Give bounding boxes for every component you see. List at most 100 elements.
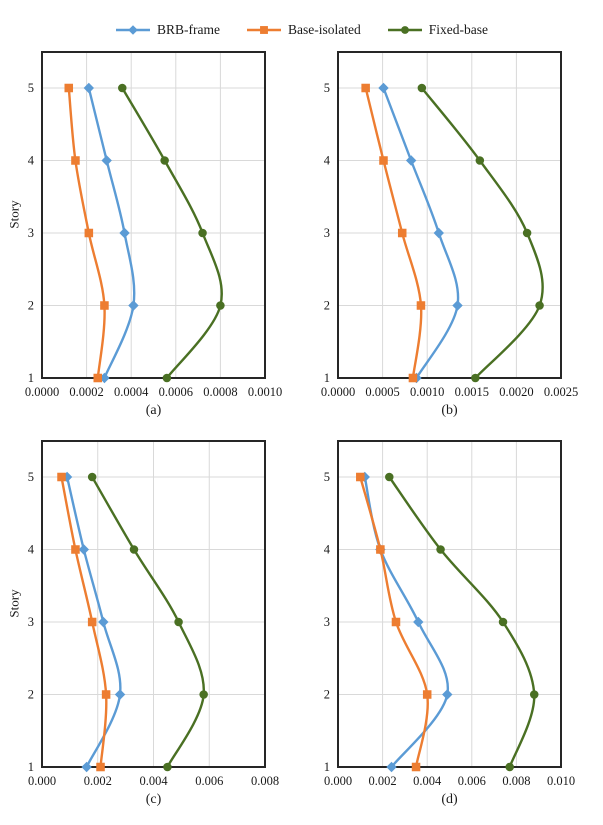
x-tick-label: 0.000 bbox=[28, 774, 56, 788]
chart-b-caption: (b) bbox=[441, 403, 458, 418]
data-point-square-icon bbox=[397, 228, 407, 238]
y-tick-label: 3 bbox=[28, 615, 34, 629]
data-point-square-icon bbox=[411, 762, 421, 772]
chart-b-plot: 0.0000 0.0005 0.0010 0.0015 0.0020 0.0025 1 2 3 4… bbox=[321, 51, 578, 399]
data-point-circle-icon bbox=[385, 472, 394, 482]
y-tick-label: 4 bbox=[324, 154, 331, 168]
legend-label: Fixed-base bbox=[428, 22, 488, 37]
x-tick-label: 0.006 bbox=[458, 774, 486, 788]
y-axis-title: Story bbox=[6, 589, 22, 618]
data-point-diamond-icon bbox=[81, 761, 92, 773]
data-point-square-icon bbox=[422, 690, 432, 699]
y-tick-label: 4 bbox=[28, 543, 35, 557]
data-point-square-icon bbox=[416, 301, 426, 310]
data-point-square-icon bbox=[93, 373, 103, 383]
data-point-square-icon bbox=[391, 617, 401, 627]
y-tick-label: 2 bbox=[28, 299, 34, 313]
legend-item-fixed-base: Fixed-base bbox=[387, 22, 488, 38]
chart-d-caption: (d) bbox=[441, 792, 458, 807]
y-tick-label: 1 bbox=[28, 760, 34, 774]
x-tick-label: 0.0000 bbox=[25, 385, 59, 399]
data-point-circle-icon bbox=[216, 301, 225, 310]
data-point-circle-icon bbox=[436, 545, 445, 554]
legend-item-brb-frame: BRB-frame bbox=[115, 22, 220, 38]
x-tick-label: 0.0004 bbox=[114, 385, 149, 399]
legend: BRB-frame Base-isolated Fixed-base bbox=[0, 0, 603, 38]
legend-item-base-isolated: Base-isolated bbox=[246, 22, 361, 38]
x-tick-label: 0.0002 bbox=[69, 385, 103, 399]
data-point-square-icon bbox=[64, 83, 74, 93]
data-point-square-icon bbox=[376, 545, 385, 554]
x-tick-label: 0.004 bbox=[139, 774, 168, 788]
x-tick-label: 0.000 bbox=[324, 774, 352, 788]
plot-border bbox=[337, 51, 562, 379]
data-point-square-icon bbox=[361, 83, 370, 93]
data-point-circle-icon bbox=[162, 373, 172, 383]
data-point-diamond-icon bbox=[78, 544, 90, 555]
data-point-diamond-icon bbox=[405, 155, 417, 166]
data-point-diamond-icon bbox=[98, 616, 109, 628]
legend-marker-circle-icon bbox=[387, 26, 422, 34]
plot-border bbox=[41, 51, 266, 379]
x-tick-label: 0.0000 bbox=[321, 385, 355, 399]
chart-d-plot: 0.000 0.002 0.004 0.006 0.008 0.010 1 2 3 4 5 bbox=[324, 440, 575, 788]
data-point-diamond-icon bbox=[359, 471, 370, 483]
data-point-diamond-icon bbox=[386, 761, 397, 773]
data-point-diamond-icon bbox=[413, 616, 424, 628]
chart-c-caption: (c) bbox=[145, 792, 162, 807]
data-point-diamond-icon bbox=[433, 227, 444, 239]
chart-c-plot: 0.000 0.002 0.004 0.006 0.008 1 2 3 4 5 bbox=[28, 440, 279, 788]
data-point-circle-icon bbox=[471, 373, 480, 383]
data-point-square-icon bbox=[356, 472, 365, 482]
data-point-circle-icon bbox=[129, 545, 139, 554]
y-tick-label: 3 bbox=[324, 615, 330, 629]
data-point-diamond-icon bbox=[61, 471, 73, 483]
chart-b: 0.0000 0.0005 0.0010 0.0015 0.0020 0.0025 1 2 3 4… bbox=[298, 40, 588, 419]
chart-a-plot: 0.0000 0.0002 0.0004 0.0006 0.0008 0.0010 1 2 3 4… bbox=[25, 51, 282, 399]
data-point-diamond-icon bbox=[99, 372, 110, 384]
chart-row-bottom: 0.000 0.002 0.004 0.006 0.008 1 2 3 4 5 Story (c)… bbox=[0, 429, 603, 808]
legend-marker-square-icon bbox=[247, 26, 282, 34]
data-point-diamond-icon bbox=[101, 155, 112, 166]
data-point-square-icon bbox=[71, 156, 80, 165]
data-point-circle-icon bbox=[160, 156, 169, 165]
y-tick-label: 2 bbox=[324, 299, 330, 313]
chart-a: 0.0000 0.0002 0.0004 0.0006 0.0008 0.0010 1 2 3 4… bbox=[2, 40, 292, 419]
x-tick-label: 0.0020 bbox=[499, 385, 533, 399]
data-point-square-icon bbox=[84, 228, 94, 238]
data-point-circle-icon bbox=[87, 472, 97, 482]
y-tick-label: 5 bbox=[28, 470, 34, 484]
x-tick-label: 0.010 bbox=[547, 774, 575, 788]
data-point-diamond-icon bbox=[452, 300, 463, 311]
data-point-circle-icon bbox=[498, 617, 508, 627]
legend-diamond-icon bbox=[128, 25, 138, 35]
legend-marker-diamond-icon bbox=[116, 25, 151, 35]
x-tick-label: 0.0010 bbox=[410, 385, 444, 399]
x-tick-label: 0.006 bbox=[195, 774, 223, 788]
data-point-square-icon bbox=[379, 156, 388, 165]
data-point-square-icon bbox=[101, 690, 111, 699]
y-tick-label: 1 bbox=[324, 371, 330, 385]
legend-square-icon bbox=[260, 26, 268, 34]
y-tick-label: 1 bbox=[324, 760, 330, 774]
data-point-diamond-icon bbox=[119, 227, 130, 239]
plot-border bbox=[41, 440, 266, 768]
y-tick-label: 2 bbox=[28, 688, 34, 702]
data-point-diamond-icon bbox=[128, 300, 139, 311]
chart-d: 0.000 0.002 0.004 0.006 0.008 0.010 1 2 3 4 5 (d) bbox=[298, 429, 588, 808]
chart-row-top: 0.0000 0.0002 0.0004 0.0006 0.0008 0.0010 1 2 3 4… bbox=[0, 40, 603, 419]
data-point-square-icon bbox=[408, 373, 418, 383]
y-tick-label: 5 bbox=[324, 470, 330, 484]
data-point-circle-icon bbox=[198, 228, 207, 238]
data-point-circle-icon bbox=[529, 690, 539, 699]
data-point-square-icon bbox=[57, 472, 66, 482]
data-point-circle-icon bbox=[535, 301, 544, 310]
x-tick-label: 0.008 bbox=[502, 774, 530, 788]
data-point-circle-icon bbox=[174, 617, 183, 627]
y-tick-label: 5 bbox=[28, 81, 34, 95]
y-axis-title: Story bbox=[6, 200, 22, 229]
legend-label: BRB-frame bbox=[157, 22, 221, 37]
chart-a-caption: (a) bbox=[145, 403, 162, 418]
x-tick-label: 0.0006 bbox=[159, 385, 193, 399]
y-tick-label: 4 bbox=[28, 154, 35, 168]
